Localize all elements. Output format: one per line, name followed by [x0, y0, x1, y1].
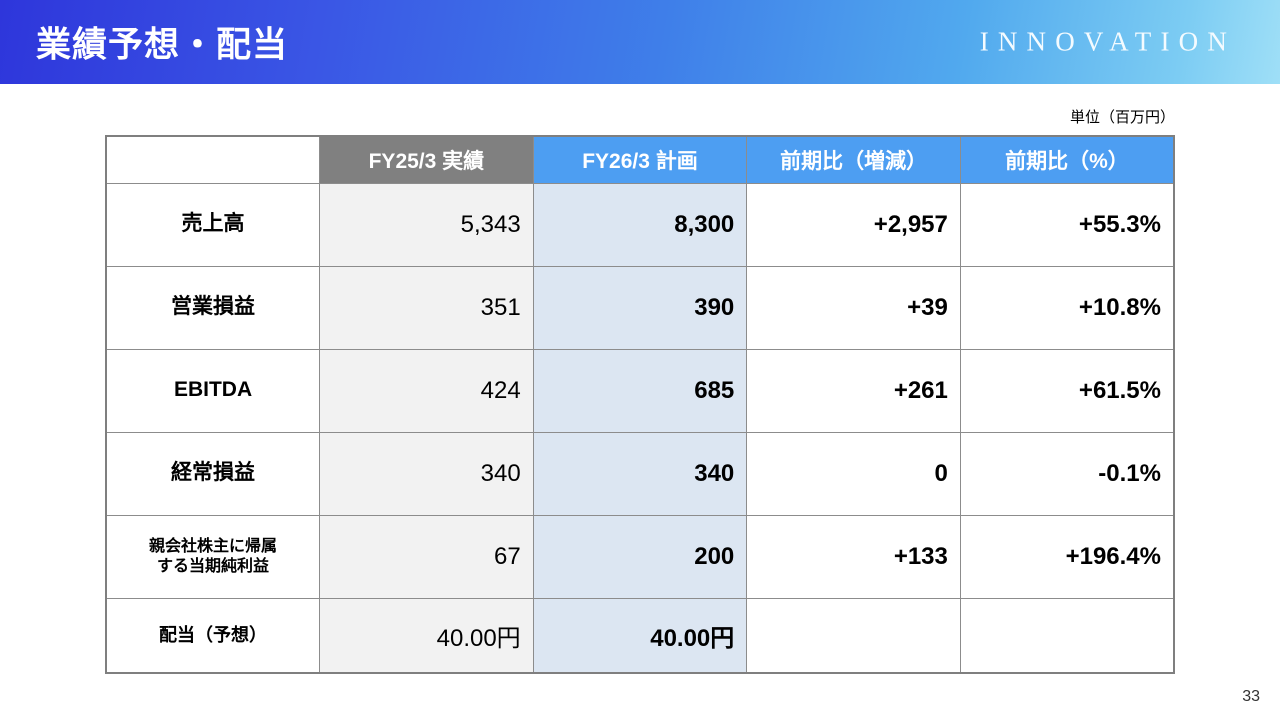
company-logo: INNOVATION [979, 26, 1236, 57]
page-number: 33 [1242, 688, 1260, 705]
cell-pct [959, 597, 1175, 674]
cell-fy26: 8,300 [532, 182, 748, 267]
cell-fy25: 40.00円 [319, 597, 534, 674]
page-title: 業績予想・配当 [36, 25, 289, 65]
cell-pct: -0.1% [959, 431, 1175, 516]
row-label-ebitda: EBITDA [105, 348, 321, 433]
row-label-dividend: 配当（予想） [105, 597, 321, 674]
cell-fy26: 390 [532, 265, 748, 350]
header-cell-pct: 前期比（%） [959, 135, 1175, 184]
cell-diff: +133 [746, 514, 961, 599]
table-header-row: FY25/3 実績 FY26/3 計画 前期比（増減） 前期比（%） [105, 135, 1175, 184]
header-cell-diff: 前期比（増減） [746, 135, 961, 184]
row-label-operating-income: 営業損益 [105, 265, 321, 350]
cell-fy25: 67 [319, 514, 534, 599]
cell-fy26: 685 [532, 348, 748, 433]
table-row: EBITDA 424 685 +261 +61.5% [105, 348, 1175, 433]
cell-fy25: 5,343 [319, 182, 534, 267]
cell-pct: +55.3% [959, 182, 1175, 267]
table-row: 営業損益 351 390 +39 +10.8% [105, 265, 1175, 350]
cell-diff: +39 [746, 265, 961, 350]
header-banner: 業績予想・配当 INNOVATION [0, 0, 1280, 84]
header-cell-fy26: FY26/3 計画 [532, 135, 748, 184]
row-label-ordinary-income: 経常損益 [105, 431, 321, 516]
financial-forecast-table: FY25/3 実績 FY26/3 計画 前期比（増減） 前期比（%） 売上高 5… [105, 135, 1175, 674]
cell-fy25: 424 [319, 348, 534, 433]
table-row: 配当（予想） 40.00円 40.00円 [105, 597, 1175, 674]
cell-diff: +261 [746, 348, 961, 433]
row-label-net-income: 親会社株主に帰属 する当期純利益 [105, 514, 321, 599]
cell-fy25: 351 [319, 265, 534, 350]
header-cell-blank [105, 135, 321, 184]
cell-fy26: 340 [532, 431, 748, 516]
cell-fy26: 40.00円 [532, 597, 748, 674]
cell-fy25: 340 [319, 431, 534, 516]
cell-diff [746, 597, 961, 674]
cell-pct: +10.8% [959, 265, 1175, 350]
cell-diff: 0 [746, 431, 961, 516]
cell-diff: +2,957 [746, 182, 961, 267]
cell-pct: +61.5% [959, 348, 1175, 433]
table-row: 経常損益 340 340 0 -0.1% [105, 431, 1175, 516]
table-row: 親会社株主に帰属 する当期純利益 67 200 +133 +196.4% [105, 514, 1175, 599]
row-label-sales: 売上高 [105, 182, 321, 267]
unit-note: 単位（百万円） [1069, 109, 1175, 126]
table-row: 売上高 5,343 8,300 +2,957 +55.3% [105, 182, 1175, 267]
cell-pct: +196.4% [959, 514, 1175, 599]
header-cell-fy25: FY25/3 実績 [319, 135, 534, 184]
cell-fy26: 200 [532, 514, 748, 599]
